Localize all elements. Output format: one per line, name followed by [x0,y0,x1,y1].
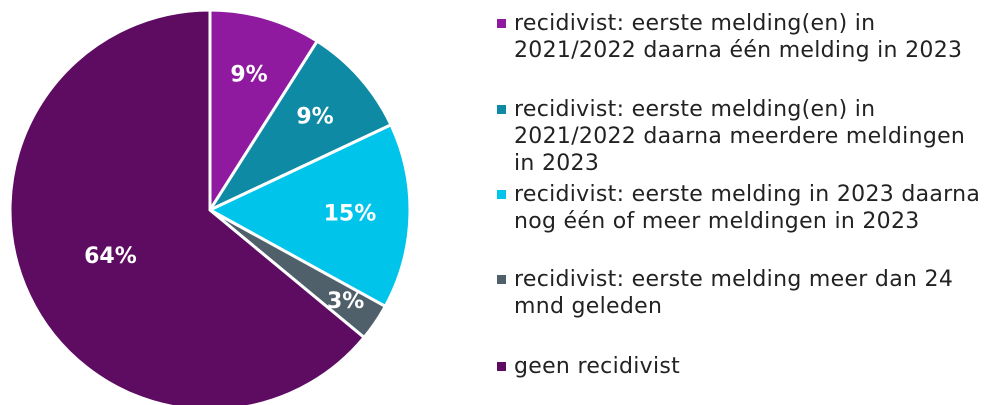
pie-slice [206,122,412,309]
legend-label: recidivist: eerste melding in 2023 daarn… [514,182,981,234]
pie-slice [8,8,367,405]
legend-swatch [497,275,506,284]
data-label: 9% [230,63,267,88]
legend-swatch [497,19,506,28]
legend-label: geen recidivist [514,354,681,379]
legend-item: geen recidivist [497,353,992,380]
pie-slice [205,39,393,214]
legend-swatch [497,105,506,114]
legend-label: recidivist: eerste melding(en) in 2021/2… [514,97,966,176]
pie-chart: 9% 9% 15% 3% 64% [8,8,412,405]
legend-label: recidivist: eerste melding(en) in 2021/2… [514,11,963,63]
data-label: 3% [327,289,364,314]
data-label: 9% [296,104,333,129]
legend-swatch [497,190,506,199]
legend-swatch [497,362,506,371]
pie-slice [208,8,320,216]
legend-item: recidivist: eerste melding meer dan 24 m… [497,266,992,320]
data-label: 64% [84,244,137,269]
legend-item: recidivist: eerste melding in 2023 daarn… [497,181,992,235]
legend-item: recidivist: eerste melding(en) in 2021/2… [497,10,992,64]
legend-item: recidivist: eerste melding(en) in 2021/2… [497,96,992,177]
data-label: 15% [324,201,377,226]
legend-label: recidivist: eerste melding meer dan 24 m… [514,267,954,319]
